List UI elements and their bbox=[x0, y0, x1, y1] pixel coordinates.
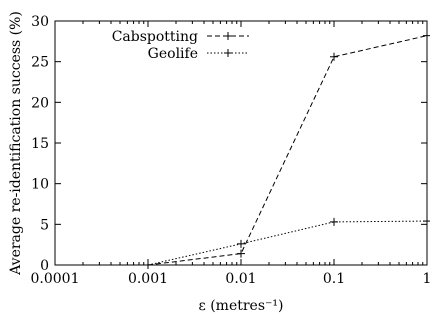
y-tick-label: 30 bbox=[31, 14, 49, 30]
x-tick-label: 1 bbox=[423, 271, 430, 287]
series-layer bbox=[144, 31, 430, 269]
x-tick-label: 0.0001 bbox=[31, 271, 80, 287]
plot-frame bbox=[54, 20, 428, 266]
x-tick-label: 0.01 bbox=[225, 271, 256, 287]
y-tick-label: 10 bbox=[31, 177, 49, 193]
y-axis-label: Average re-identification success (%) bbox=[8, 11, 24, 276]
series-line-cabspotting bbox=[147, 35, 428, 266]
y-tick-label: 5 bbox=[40, 217, 49, 233]
x-tick-label: 0.001 bbox=[128, 271, 168, 287]
y-tick-label: 20 bbox=[31, 95, 49, 111]
series-line-geolife bbox=[147, 220, 428, 266]
x-axis-label: ε (metres⁻¹) bbox=[199, 298, 284, 314]
y-tick-label: 25 bbox=[31, 55, 49, 71]
y-tick-label: 0 bbox=[40, 258, 49, 274]
x-axis: 0.0001 0.001 0.01 0.1 1 bbox=[31, 21, 430, 287]
y-axis: 0 5 10 15 20 25 30 bbox=[31, 14, 427, 274]
x-tick-label: 0.1 bbox=[323, 271, 345, 287]
legend-label-geolife: Geolife bbox=[148, 46, 198, 62]
y-tick-label: 15 bbox=[31, 136, 49, 152]
legend-label-cabspotting: Cabspotting bbox=[112, 29, 198, 45]
